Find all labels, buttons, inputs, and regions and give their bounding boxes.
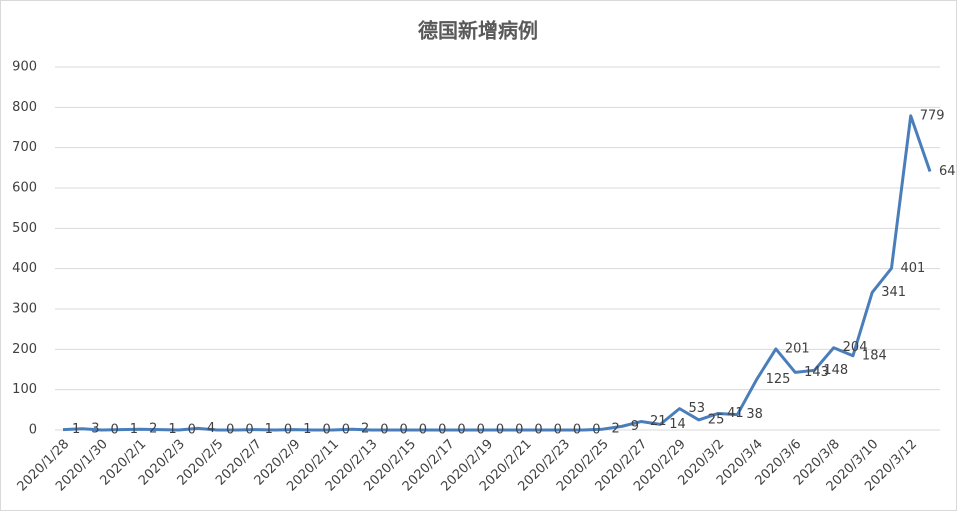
data-label: 779 [920,108,945,123]
data-label: 0 [226,423,234,438]
data-label: 143 [804,365,829,380]
y-tick-label: 800 [12,100,37,115]
data-label: 1 [130,422,138,437]
data-label: 41 [727,406,744,421]
data-label: 38 [746,407,763,422]
data-label: 1 [265,422,273,437]
data-label: 3 [91,421,99,436]
data-label: 125 [766,372,791,387]
data-label: 0 [188,423,196,438]
data-label: 0 [342,423,350,438]
data-label: 0 [380,423,388,438]
data-label: 1 [72,422,80,437]
data-label: 201 [785,341,810,356]
data-label: 0 [284,423,292,438]
chart-title: 德国新增病例 [418,19,538,43]
data-label: 341 [881,285,906,300]
data-label: 0 [111,423,119,438]
line [62,114,932,432]
y-tick-label: 0 [29,423,37,438]
data-label: 0 [554,423,562,438]
data-label: 0 [322,423,330,438]
data-label: 21 [650,414,667,429]
data-label: 2 [611,422,619,437]
y-tick-label: 600 [12,181,37,196]
data-label: 0 [400,423,408,438]
data-label: 641 [939,164,957,179]
data-label: 401 [900,261,925,276]
y-tick-label: 900 [12,60,37,75]
data-label: 0 [496,423,504,438]
data-label: 0 [477,423,485,438]
y-tick-label: 700 [12,140,37,155]
data-label: 2 [149,422,157,437]
data-label: 14 [669,417,686,432]
y-tick-label: 400 [12,261,37,276]
data-label: 9 [631,419,639,434]
y-tick-label: 500 [12,221,37,236]
data-label: 0 [245,423,253,438]
data-label: 204 [843,340,868,355]
data-label: 0 [592,423,600,438]
data-label: 0 [457,423,465,438]
y-tick-label: 100 [12,382,37,397]
y-tick-label: 200 [12,342,37,357]
data-label: 25 [708,412,725,427]
data-label: 53 [689,401,706,416]
data-label: 148 [823,363,848,378]
data-label: 2 [361,422,369,437]
data-label: 1 [303,422,311,437]
data-label: 0 [534,423,542,438]
y-tick-label: 300 [12,302,37,317]
data-label: 4 [207,421,215,436]
data-label: 1 [168,422,176,437]
data-label: 0 [573,423,581,438]
data-label: 0 [419,423,427,438]
data-label: 184 [862,348,887,363]
data-label: 0 [515,423,523,438]
data-label: 0 [438,423,446,438]
